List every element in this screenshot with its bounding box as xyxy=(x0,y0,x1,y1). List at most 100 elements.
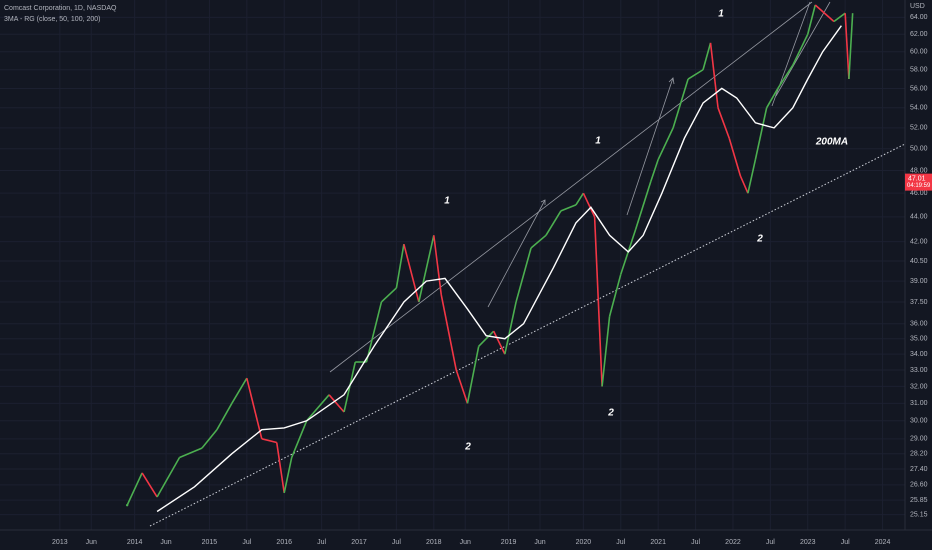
annotation: 2 xyxy=(756,234,763,245)
price-segment xyxy=(575,192,585,206)
y-tick-label: 42.00 xyxy=(910,238,928,245)
price-segment xyxy=(395,244,405,289)
x-tick-label: 2014 xyxy=(127,539,143,546)
price-segment xyxy=(216,402,233,431)
price-segment xyxy=(672,78,689,129)
moving-average-line xyxy=(156,25,842,513)
price-segment xyxy=(754,107,768,160)
y-tick-label: 54.00 xyxy=(910,105,928,112)
y-tick-label: 50.00 xyxy=(910,146,928,153)
annotation: 2 xyxy=(607,408,614,419)
x-tick-label: Jun xyxy=(534,539,545,546)
price-segment xyxy=(515,247,532,303)
price-segment xyxy=(365,301,383,363)
x-tick-label: 2024 xyxy=(875,539,891,546)
price-segment xyxy=(608,274,622,317)
price-segment xyxy=(455,369,469,404)
y-axis-label: USD xyxy=(910,3,925,10)
x-tick-label: 2017 xyxy=(351,539,367,546)
x-tick-label: Jul xyxy=(766,539,775,546)
x-tick-label: Jun xyxy=(160,539,171,546)
x-tick-label: Jul xyxy=(317,539,326,546)
y-tick-label: 36.00 xyxy=(910,321,928,328)
price-segment xyxy=(582,192,596,218)
price-segment xyxy=(806,4,817,35)
price-segment xyxy=(601,316,611,387)
price-segment xyxy=(403,243,420,303)
x-tick-label: 2020 xyxy=(576,539,592,546)
x-tick-label: 2021 xyxy=(650,539,666,546)
price-segment xyxy=(747,159,757,194)
x-tick-label: Jul xyxy=(392,539,401,546)
y-tick-label: 48.00 xyxy=(910,167,928,174)
y-tick-label: 46.00 xyxy=(910,190,928,197)
price-segment xyxy=(530,234,547,249)
x-tick-label: 2018 xyxy=(426,539,442,546)
price-segment xyxy=(560,204,577,212)
price-segment xyxy=(283,457,293,494)
y-tick-label: 26.60 xyxy=(910,482,928,489)
y-tick-label: 56.00 xyxy=(910,85,928,92)
y-tick-label: 62.00 xyxy=(910,31,928,38)
y-tick-label: 39.00 xyxy=(910,278,928,285)
price-segment xyxy=(848,13,854,80)
price-segment xyxy=(687,69,704,80)
x-tick-label: Jul xyxy=(841,539,850,546)
x-tick-label: Jul xyxy=(242,539,251,546)
y-tick-label: 29.00 xyxy=(910,436,928,443)
channel-lower xyxy=(149,143,906,527)
x-tick-label: 2023 xyxy=(800,539,816,546)
x-tick-label: Jun xyxy=(86,539,97,546)
price-segment xyxy=(765,88,779,109)
annotation: 1 xyxy=(444,196,450,207)
price-segment xyxy=(702,42,712,70)
price-segment xyxy=(492,330,506,355)
x-tick-label: 2019 xyxy=(501,539,517,546)
price-segment xyxy=(593,216,603,387)
last-price: 47.01 xyxy=(908,175,926,182)
price-segment xyxy=(728,138,742,177)
y-tick-label: 31.00 xyxy=(910,400,928,407)
y-tick-label: 52.00 xyxy=(910,125,928,132)
annotation: 1 xyxy=(595,136,601,147)
price-segment xyxy=(739,175,749,194)
x-tick-label: Jul xyxy=(691,539,700,546)
price-segment xyxy=(545,210,562,236)
grid xyxy=(0,0,905,530)
y-tick-label: 64.00 xyxy=(910,14,928,21)
y-tick-label: 28.20 xyxy=(910,451,928,458)
price-segment xyxy=(844,13,850,80)
y-tick-label: 33.00 xyxy=(910,367,928,374)
price-segment xyxy=(261,438,277,444)
y-tick-label: 34.00 xyxy=(910,351,928,358)
price-timer: 04:19:59 xyxy=(907,183,931,189)
price-segment xyxy=(717,107,730,139)
price-segment xyxy=(504,301,517,355)
x-tick-label: Jun xyxy=(460,539,471,546)
annotation: 2 xyxy=(464,442,471,453)
y-tick-label: 25.15 xyxy=(910,512,928,519)
price-segment xyxy=(709,42,719,108)
price-segment xyxy=(156,457,181,498)
indicator-label: 3MA - RG (close, 50, 100, 200) xyxy=(4,16,101,23)
price-segment xyxy=(777,64,794,89)
x-tick-label: Jul xyxy=(616,539,625,546)
x-tick-label: 2015 xyxy=(202,539,218,546)
channel-upper xyxy=(329,1,813,373)
price-segment xyxy=(343,361,357,413)
price-segment xyxy=(306,394,330,422)
y-tick-label: 35.00 xyxy=(910,336,928,343)
price-segment xyxy=(328,394,345,413)
price-segment xyxy=(380,287,397,303)
x-tick-label: 2022 xyxy=(725,539,741,546)
price-segment xyxy=(833,12,846,23)
price-segment xyxy=(231,377,248,404)
price-segment xyxy=(634,181,652,230)
y-tick-label: 30.00 xyxy=(910,418,928,425)
price-segment xyxy=(440,294,458,371)
price-segment xyxy=(466,346,480,404)
price-badge xyxy=(905,173,932,191)
x-tick-label: 2016 xyxy=(276,539,292,546)
